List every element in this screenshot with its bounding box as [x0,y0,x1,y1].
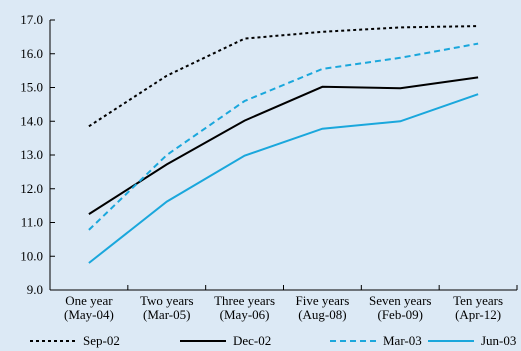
series-line-jun-03 [88,93,479,264]
y-tick-label: 13.0 [20,147,43,162]
x-tick-label: Five years [296,293,350,308]
y-tick-label: 11.0 [21,215,43,230]
series-line-sep-02 [88,25,479,128]
legend-label: Sep-02 [83,333,120,348]
y-tick-label: 16.0 [20,46,43,61]
y-tick-label: 15.0 [20,80,43,95]
x-tick-label: Two years [140,293,194,308]
x-tick-label: (Apr-12) [455,307,501,322]
y-axis-ticks: 9.0 10.0 11.0 12.0 13.0 14.0 15.0 16.0 17.0 [20,12,55,297]
x-tick-label: (Aug-08) [298,307,346,322]
x-tick-label: (May-04) [64,307,114,322]
x-tick-label: (Feb-09) [378,307,424,322]
legend: Sep-02 Dec-02 Mar-03 Jun-03 [30,333,516,348]
y-tick-label: 12.0 [20,181,43,196]
y-tick-label: 14.0 [20,113,43,128]
x-tick-label: One year [65,293,113,308]
legend-label: Dec-02 [233,333,271,348]
x-tick-label: (Mar-05) [143,307,190,322]
x-tick-label: (May-06) [220,307,270,322]
legend-label: Jun-03 [481,333,516,348]
y-tick-label: 17.0 [20,12,43,27]
y-tick-label: 10.0 [20,248,43,263]
series-line-dec-02 [88,76,479,215]
series-line-mar-03 [88,42,479,231]
x-tick-label: Three years [214,293,275,308]
y-tick-label: 9.0 [27,282,43,297]
x-tick-label: Seven years [369,293,431,308]
x-axis-ticks: One year(May-04) Two years(Mar-05) Three y… [64,285,518,322]
x-tick-label: Ten years [453,293,503,308]
legend-label: Mar-03 [383,333,422,348]
series-lines [88,25,479,264]
